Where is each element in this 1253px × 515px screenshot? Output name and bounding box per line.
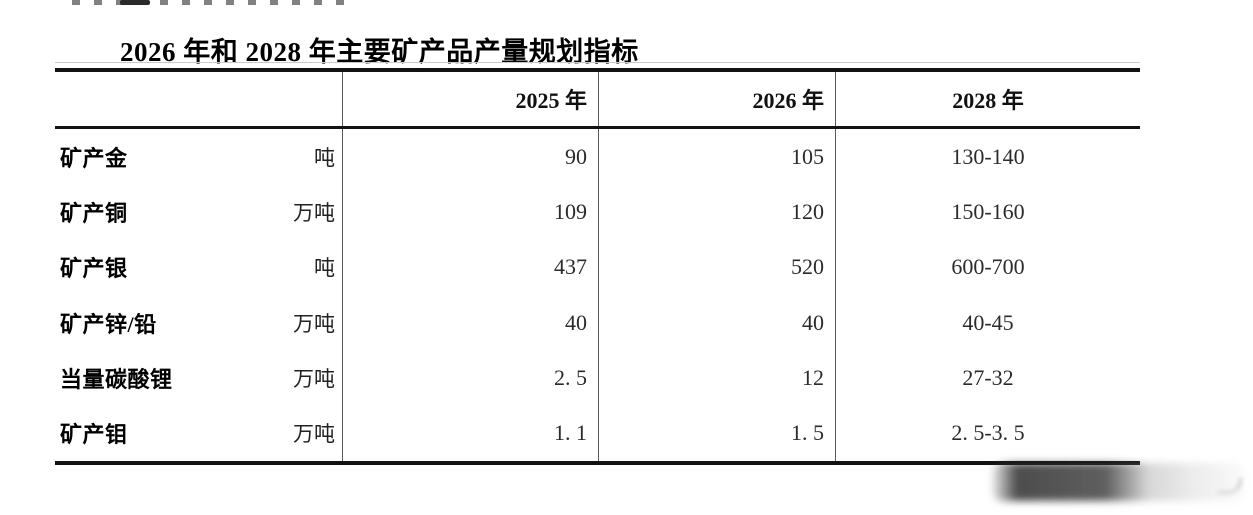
table-row: 矿产银 吨 437 520 600-700: [55, 239, 1140, 295]
header-product-cell: [55, 72, 342, 126]
value-2026: 40: [598, 294, 835, 351]
value-2025: 40: [342, 294, 598, 351]
product-cell: 当量碳酸锂 万吨: [55, 350, 342, 405]
table-row: 矿产锌/铅 万吨 40 40 40-45: [55, 294, 1140, 351]
value-2025: 437: [342, 239, 598, 295]
value-2026: 12: [598, 350, 835, 406]
thin-top-rule: [55, 62, 1140, 63]
product-name: 矿产钼: [60, 422, 128, 448]
table-row: 矿产钼 万吨 1. 1 1. 5 2. 5-3. 5: [55, 405, 1140, 461]
value-2028: 150-160: [835, 184, 1140, 240]
product-cell: 矿产锌/铅 万吨: [55, 295, 342, 350]
value-2025: 109: [342, 184, 598, 240]
header-2025: 2025 年: [342, 72, 598, 126]
faded-watermark-tail: [1218, 478, 1242, 494]
product-cell: 矿产金 吨: [55, 129, 342, 184]
header-2028: 2028 年: [835, 72, 1140, 126]
value-2026: 1. 5: [598, 405, 835, 461]
product-name: 矿产金: [60, 145, 128, 171]
product-cell: 矿产银 吨: [55, 240, 342, 295]
product-name: 矿产银: [60, 256, 128, 282]
value-2025: 1. 1: [342, 405, 598, 461]
value-2028: 40-45: [835, 294, 1140, 351]
product-name: 矿产铜: [60, 200, 128, 226]
value-2028: 600-700: [835, 239, 1140, 295]
value-2028: 2. 5-3. 5: [835, 405, 1140, 461]
value-2025: 2. 5: [342, 350, 598, 406]
header-2026: 2026 年: [598, 72, 835, 126]
clipped-text-fragment-dash: [120, 0, 150, 5]
value-2025: 90: [342, 129, 598, 185]
table-header-row: 2025 年 2026 年 2028 年: [55, 72, 1140, 129]
table-row: 矿产铜 万吨 109 120 150-160: [55, 184, 1140, 240]
faded-watermark-smudge: [992, 463, 1244, 501]
value-2026: 120: [598, 184, 835, 240]
product-cell: 矿产铜 万吨: [55, 184, 342, 239]
value-2026: 105: [598, 129, 835, 185]
clipped-text-fragments: [72, 0, 354, 5]
table-row: 当量碳酸锂 万吨 2. 5 12 27-32: [55, 350, 1140, 406]
product-name: 矿产锌/铅: [60, 311, 157, 337]
unit-label: 吨: [314, 145, 335, 170]
production-table: 2025 年 2026 年 2028 年 矿产金 吨 90 105 130-14…: [55, 62, 1140, 465]
unit-label: 万吨: [293, 311, 335, 336]
value-2026: 520: [598, 239, 835, 295]
value-2028: 130-140: [835, 129, 1140, 185]
value-2028: 27-32: [835, 350, 1140, 406]
unit-label: 万吨: [293, 366, 335, 391]
product-name: 当量碳酸锂: [60, 366, 173, 392]
unit-label: 万吨: [293, 200, 335, 225]
unit-label: 吨: [314, 256, 335, 281]
table-grid: 2025 年 2026 年 2028 年 矿产金 吨 90 105 130-14…: [55, 68, 1140, 465]
product-cell: 矿产钼 万吨: [55, 405, 342, 460]
table-row: 矿产金 吨 90 105 130-140: [55, 129, 1140, 185]
unit-label: 万吨: [293, 422, 335, 447]
